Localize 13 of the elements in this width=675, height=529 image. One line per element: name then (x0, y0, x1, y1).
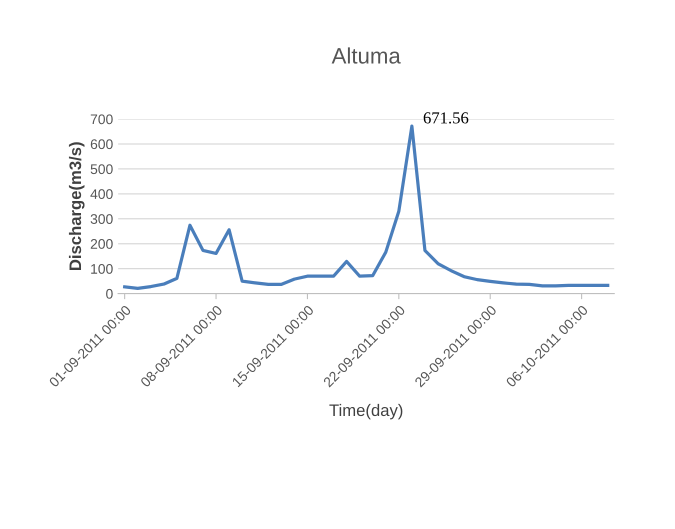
line-series (123, 124, 610, 290)
chart-title: Altuma (332, 47, 401, 64)
y-tick-label: 600 (90, 139, 113, 150)
annotation: 671.56 (424, 112, 468, 124)
y-tick-label: 300 (90, 214, 113, 224)
y-tick-label: 700 (90, 114, 113, 124)
y-axis-title: Discharge(m3/s) (68, 142, 85, 270)
y-tick-label: 100 (91, 264, 113, 274)
y-tick-label: 500 (90, 164, 113, 174)
y-tick-label: 200 (90, 239, 113, 249)
x-axis-title: Time(day) (329, 404, 402, 420)
y-tick-label: 400 (90, 189, 113, 200)
y-tick-label: 0 (106, 288, 113, 299)
